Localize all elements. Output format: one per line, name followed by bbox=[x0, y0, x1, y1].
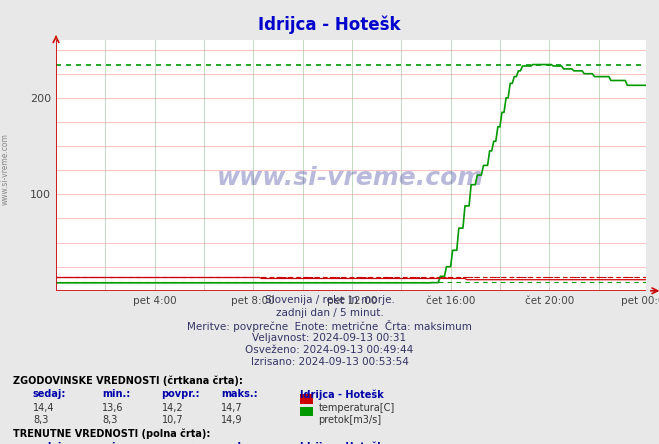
Text: temperatura[C]: temperatura[C] bbox=[318, 403, 395, 413]
Text: min.:: min.: bbox=[102, 389, 130, 400]
Text: 10,7: 10,7 bbox=[161, 415, 183, 425]
Text: Idrijca - Hotešk: Idrijca - Hotešk bbox=[300, 442, 384, 444]
Text: Slovenija / reke in morje.: Slovenija / reke in morje. bbox=[264, 295, 395, 305]
Text: TRENUTNE VREDNOSTI (polna črta):: TRENUTNE VREDNOSTI (polna črta): bbox=[13, 428, 211, 439]
Text: www.si-vreme.com: www.si-vreme.com bbox=[217, 166, 484, 190]
Text: Izrisano: 2024-09-13 00:53:54: Izrisano: 2024-09-13 00:53:54 bbox=[250, 357, 409, 368]
Text: maks.:: maks.: bbox=[221, 442, 258, 444]
Text: sedaj:: sedaj: bbox=[33, 442, 67, 444]
Text: min.:: min.: bbox=[102, 442, 130, 444]
Text: zadnji dan / 5 minut.: zadnji dan / 5 minut. bbox=[275, 308, 384, 318]
Text: 14,2: 14,2 bbox=[161, 403, 183, 413]
Text: 14,4: 14,4 bbox=[33, 403, 55, 413]
Text: maks.:: maks.: bbox=[221, 389, 258, 400]
Text: pretok[m3/s]: pretok[m3/s] bbox=[318, 415, 382, 425]
Text: 14,7: 14,7 bbox=[221, 403, 243, 413]
Text: povpr.:: povpr.: bbox=[161, 442, 200, 444]
Text: www.si-vreme.com: www.si-vreme.com bbox=[1, 133, 10, 205]
Text: Idrijca - Hotešk: Idrijca - Hotešk bbox=[258, 16, 401, 34]
Text: Osveženo: 2024-09-13 00:49:44: Osveženo: 2024-09-13 00:49:44 bbox=[245, 345, 414, 355]
Text: Idrijca - Hotešk: Idrijca - Hotešk bbox=[300, 389, 384, 400]
Text: Veljavnost: 2024-09-13 00:31: Veljavnost: 2024-09-13 00:31 bbox=[252, 333, 407, 343]
Text: povpr.:: povpr.: bbox=[161, 389, 200, 400]
Text: ZGODOVINSKE VREDNOSTI (črtkana črta):: ZGODOVINSKE VREDNOSTI (črtkana črta): bbox=[13, 375, 243, 386]
Text: 8,3: 8,3 bbox=[33, 415, 48, 425]
Text: 13,6: 13,6 bbox=[102, 403, 124, 413]
Text: 14,9: 14,9 bbox=[221, 415, 243, 425]
Text: 8,3: 8,3 bbox=[102, 415, 117, 425]
Text: sedaj:: sedaj: bbox=[33, 389, 67, 400]
Text: Meritve: povprečne  Enote: metrične  Črta: maksimum: Meritve: povprečne Enote: metrične Črta:… bbox=[187, 320, 472, 332]
